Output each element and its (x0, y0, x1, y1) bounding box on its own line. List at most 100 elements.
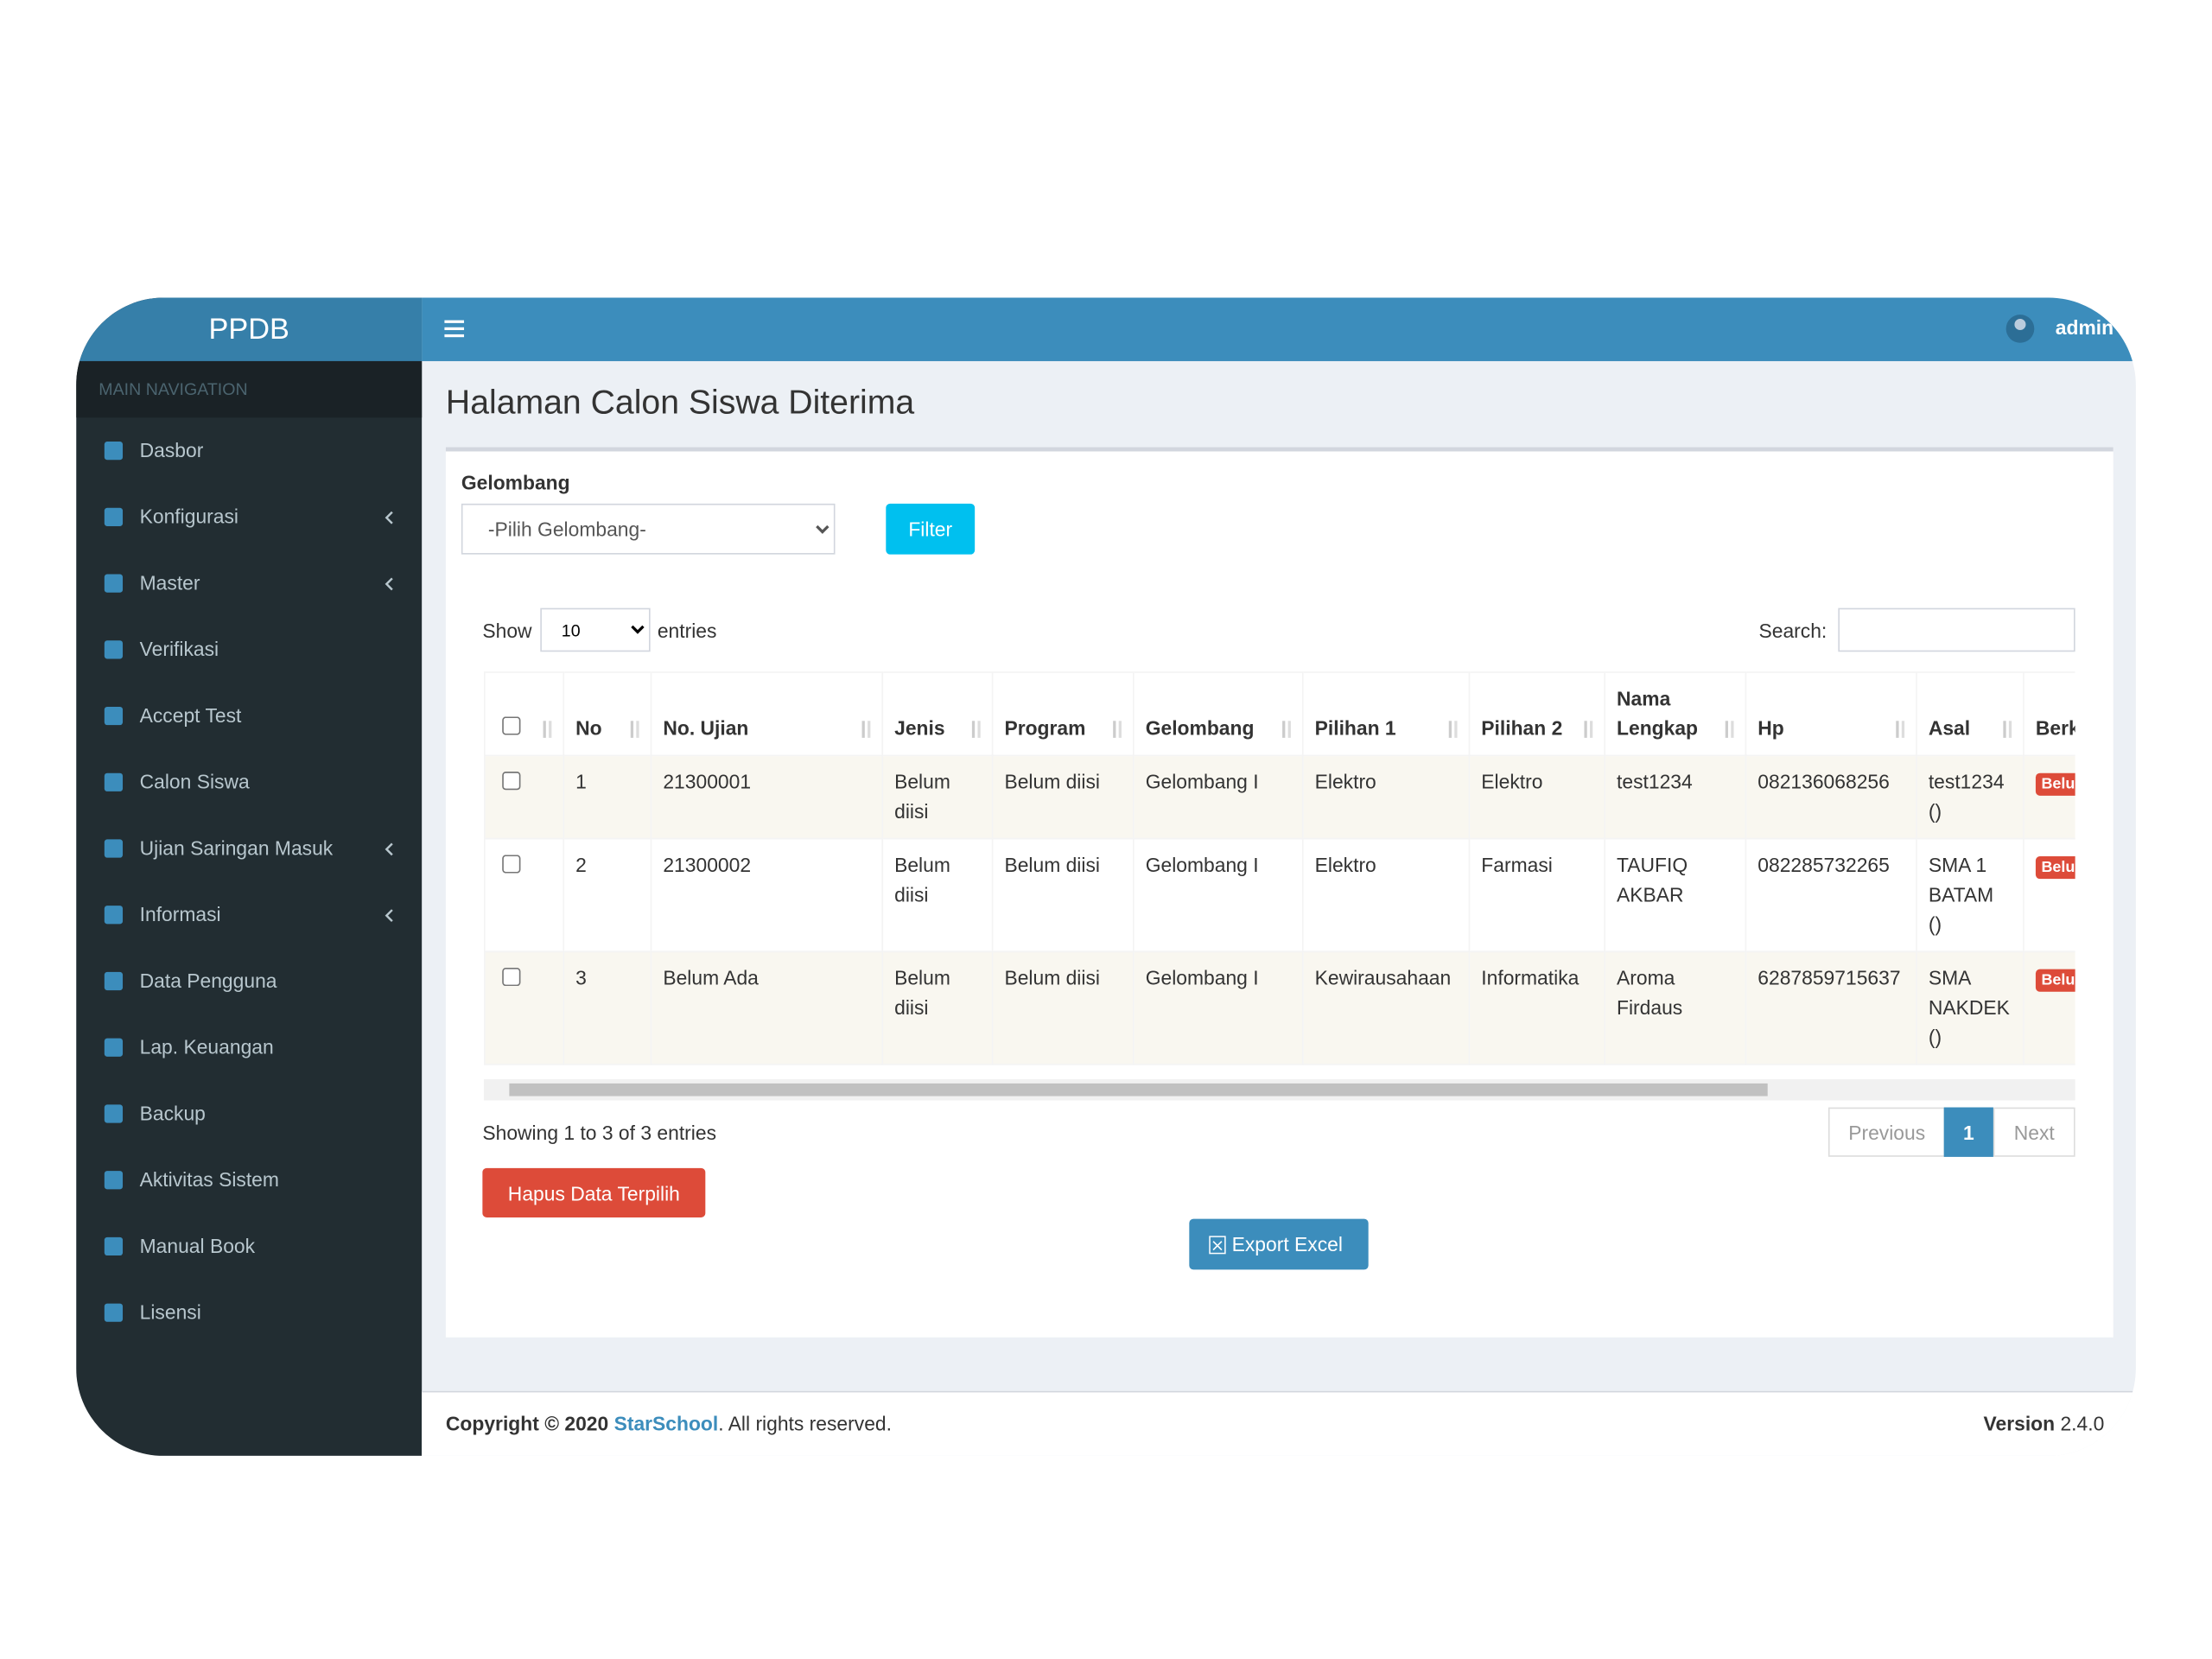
menu-label[interactable]: Konfigurasi (139, 505, 238, 528)
menu-item[interactable]: Calon Siswa (76, 749, 422, 816)
menu-icon (104, 839, 124, 858)
menu-item[interactable]: Accept Test (76, 683, 422, 749)
column-header[interactable]: Nama Lengkap (1604, 671, 1747, 757)
excel-icon (1209, 1236, 1226, 1255)
page-previous[interactable]: Previous (1827, 1107, 1946, 1157)
table-cell: SMA NAKDEK () (1916, 950, 2024, 1065)
menu-label[interactable]: Lap. Keuangan (139, 1035, 274, 1058)
menu-label[interactable]: Accept Test (139, 703, 242, 727)
menu-label[interactable]: Lisensi (139, 1300, 201, 1324)
table-cell: Belum diisi (881, 754, 994, 840)
menu-label[interactable]: Informasi (139, 902, 221, 926)
pagination: Previous 1 Next (1827, 1107, 2075, 1157)
table-cell: Belum Ada (650, 950, 884, 1065)
footer-version: Version 2.4.0 (1984, 1392, 2105, 1454)
menu-label[interactable]: Dasbor (139, 438, 204, 461)
menu-label[interactable]: Verifikasi (139, 637, 219, 661)
column-header[interactable]: Asal (1916, 671, 2024, 757)
table-row: 3 Belum Ada Belum diisi Belum diisi Gelomban… (484, 950, 2075, 1065)
menu-item[interactable]: Konfigurasi (76, 484, 422, 550)
menu-toggle[interactable] (444, 319, 465, 339)
table-cell: 3 (563, 950, 652, 1065)
row-checkbox[interactable] (502, 855, 521, 874)
length-select[interactable]: 10 (540, 607, 651, 652)
row-checkbox[interactable] (502, 968, 521, 987)
menu-icon (104, 507, 124, 526)
table-cell: Elektro (1301, 754, 1471, 840)
column-header[interactable]: Pilihan 2 (1468, 671, 1605, 757)
menu-item[interactable]: Dasbor (76, 417, 422, 484)
menu-item[interactable]: Ujian Saringan Masuk (76, 816, 422, 882)
content-box: Gelombang -Pilih Gelombang- Filter Show … (445, 447, 2113, 1338)
menu-label[interactable]: Ujian Saringan Masuk (139, 836, 334, 860)
app-window: PPDB MAIN NAVIGATION Dasbor Konfigurasi Ma… (76, 297, 2136, 1456)
menu-chevron (385, 577, 393, 591)
row-checkbox[interactable] (502, 772, 521, 791)
delete-button[interactable]: Hapus Data Terpilih (482, 1167, 706, 1217)
table-row: 2 21300002 Belum diisi Belum diisi Gelombang… (484, 837, 2075, 953)
menu-label[interactable]: Manual Book (139, 1234, 256, 1257)
column-header[interactable]: Pilihan 1 (1301, 671, 1471, 757)
table-cell: Informatika (1468, 950, 1605, 1065)
column-header[interactable]: Gelombang (1133, 671, 1304, 757)
table-cell: 21300001 (650, 754, 884, 840)
menu-label[interactable]: Aktivitas Sistem (139, 1167, 279, 1191)
menu-item[interactable]: Manual Book (76, 1213, 422, 1280)
column-header[interactable]: No. Ujian (650, 671, 884, 757)
menu-item[interactable]: Backup (76, 1081, 422, 1147)
scrollbar-thumb[interactable] (509, 1083, 1768, 1096)
table-cell: 6287859715637 (1745, 950, 1917, 1065)
table-cell: Belum (2023, 950, 2075, 1065)
table-cell: Gelombang I (1133, 837, 1304, 953)
table-cell: SMA 1 BATAM () (1916, 837, 2024, 953)
menu-icon (104, 1104, 124, 1123)
brand[interactable]: PPDB (76, 297, 423, 361)
menu-item[interactable]: Lisensi (76, 1280, 422, 1346)
table-cell: 1 (563, 754, 652, 840)
menu-item[interactable]: Verifikasi (76, 616, 422, 683)
column-header[interactable]: Berkas (2023, 671, 2075, 757)
status-badge: Belum (2035, 856, 2075, 880)
column-header[interactable]: Jenis (881, 671, 994, 757)
menu-item[interactable]: Aktivitas Sistem (76, 1147, 422, 1213)
table-cell: 21300002 (650, 837, 884, 953)
header-row: No No. Ujian Jenis Program Gelombang Pilihan … (484, 671, 2075, 757)
menu-label[interactable]: Calon Siswa (139, 770, 250, 793)
table-cell: test1234 (1604, 754, 1747, 840)
topbar: admin (422, 297, 2136, 361)
row-select-cell (484, 754, 565, 840)
page-current[interactable]: 1 (1943, 1107, 1993, 1157)
filter-button[interactable]: Filter (886, 503, 976, 555)
menu-label[interactable]: Master (139, 571, 200, 594)
gelombang-select[interactable]: -Pilih Gelombang- (461, 503, 836, 555)
menu-icon (104, 1038, 124, 1057)
column-header[interactable]: No (563, 671, 652, 757)
user-avatar[interactable] (2002, 312, 2038, 346)
menu-icon (104, 1236, 124, 1256)
menu-item[interactable]: Lap. Keuangan (76, 1014, 422, 1081)
table-row: 1 21300001 Belum diisi Belum diisi Gelombang… (484, 754, 2075, 840)
menu-icon (104, 971, 124, 991)
copyright: Copyright © 2020 (445, 1412, 609, 1435)
status-badge: Belum (2035, 772, 2075, 796)
scrollbar[interactable] (484, 1078, 2075, 1101)
menu-label[interactable]: Data Pengguna (139, 969, 277, 992)
search-input[interactable] (1838, 607, 2075, 652)
menu-item[interactable]: Master (76, 550, 422, 617)
column-header[interactable]: Hp (1745, 671, 1917, 757)
page-next[interactable]: Next (1993, 1107, 2075, 1157)
column-header[interactable]: Program (991, 671, 1135, 757)
table-cell: 082285732265 (1745, 837, 1917, 953)
table-cell: Belum diisi (991, 754, 1135, 840)
user-name[interactable]: admin (2055, 315, 2114, 339)
version-label: Version (1983, 1412, 2056, 1435)
menu-label[interactable]: Backup (139, 1102, 206, 1125)
brand-link[interactable]: StarSchool (613, 1412, 719, 1435)
menu-chevron (385, 511, 393, 524)
menu-item[interactable]: Data Pengguna (76, 948, 422, 1014)
status-badge: Belum (2035, 969, 2075, 992)
menu-item[interactable]: Informasi (76, 881, 422, 948)
select-all-checkbox[interactable] (502, 716, 521, 735)
